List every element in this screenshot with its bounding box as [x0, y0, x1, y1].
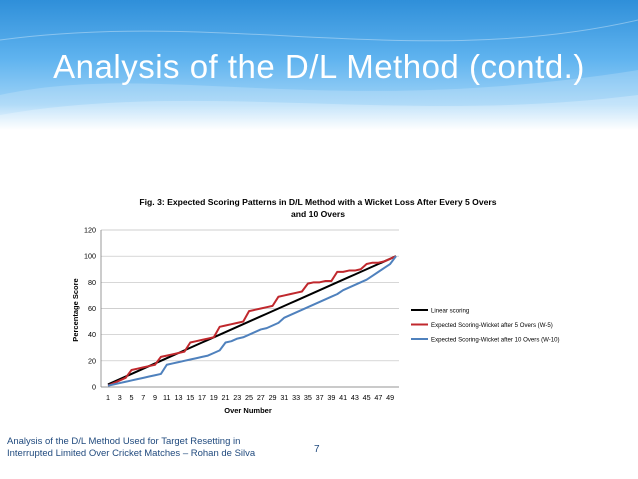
x-tick-label: 13	[175, 393, 183, 402]
chart-title-continued: and 10 Overs	[291, 209, 345, 219]
x-tick-label: 15	[186, 393, 194, 402]
y-tick-label: 100	[84, 252, 96, 261]
legend: Linear scoring Expected Scoring-Wicket af…	[411, 307, 560, 343]
gridlines	[101, 229, 399, 388]
footer-line-1: Analysis of the D/L Method Used for Targ…	[7, 436, 241, 447]
legend-label: Linear scoring	[431, 307, 469, 314]
x-tick-label: 41	[339, 393, 347, 402]
x-tick-label: 23	[233, 393, 241, 402]
chart-title: Fig. 3: Expected Scoring Patterns in D/L…	[139, 197, 496, 207]
x-tick-label: 37	[316, 393, 324, 402]
legend-label: Expected Scoring-Wicket after 5 Overs (W…	[431, 322, 553, 329]
y-tick-label: 20	[88, 356, 96, 365]
x-tick-label: 29	[269, 393, 277, 402]
x-tick-label: 25	[245, 393, 253, 402]
x-tick-label: 9	[153, 393, 157, 402]
y-axis-label: Percentage Score	[71, 278, 80, 341]
x-tick-label: 43	[351, 393, 359, 402]
y-tick-label: 80	[88, 278, 96, 287]
series-lines	[107, 255, 397, 387]
x-tick-label: 33	[292, 393, 300, 402]
legend-label: Expected Scoring-Wicket after 10 Overs (…	[431, 336, 560, 343]
y-tick-label: 40	[88, 330, 96, 339]
x-tick-label: 5	[130, 393, 134, 402]
y-tick-label: 60	[88, 304, 96, 313]
x-tick-label: 1	[106, 393, 110, 402]
x-tick-label: 47	[374, 393, 382, 402]
x-tick-label: 45	[363, 393, 371, 402]
x-tick-label: 49	[386, 393, 394, 402]
x-tick-label: 31	[280, 393, 288, 402]
page-number: 7	[314, 444, 320, 455]
x-tick-label: 7	[141, 393, 145, 402]
x-tick-label: 17	[198, 393, 206, 402]
x-tick-label: 21	[222, 393, 230, 402]
chart-area: Fig. 3: Expected Scoring Patterns in D/L…	[71, 197, 560, 415]
y-tick-label: 0	[92, 383, 96, 392]
banner-wave-decoration	[0, 19, 638, 130]
series-line-3	[107, 255, 397, 387]
x-tick-label: 19	[210, 393, 218, 402]
slide-title: Analysis of the D/L Method (contd.)	[53, 48, 585, 85]
x-tick-label: 27	[257, 393, 265, 402]
footer-citation: Analysis of the D/L Method Used for Targ…	[7, 436, 307, 460]
title-banner: Analysis of the D/L Method (contd.)	[0, 0, 638, 130]
x-tick-label: 11	[163, 393, 170, 402]
x-axis-label: Over Number	[224, 406, 272, 415]
y-tick-label: 120	[84, 226, 96, 235]
x-tick-label: 39	[327, 393, 335, 402]
series-line-2	[107, 255, 397, 387]
x-tick-label: 3	[118, 393, 122, 402]
footer-line-2: Interrupted Limited Over Cricket Matches…	[7, 448, 256, 459]
x-tick-label: 35	[304, 393, 312, 402]
